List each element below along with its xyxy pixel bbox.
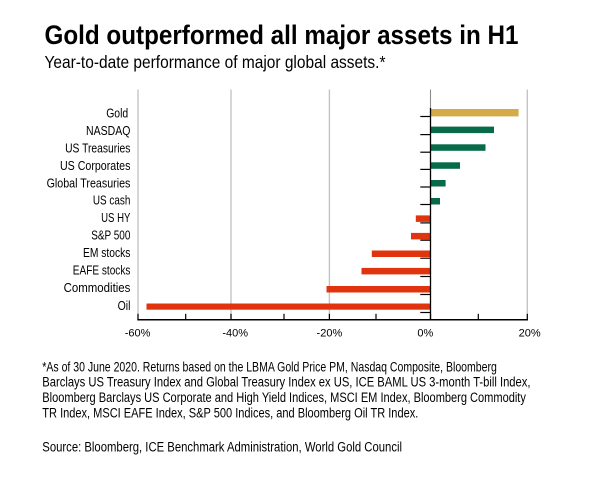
- svg-text:Oil: Oil: [118, 299, 131, 313]
- svg-text:US Corporates: US Corporates: [60, 159, 130, 173]
- svg-text:EAFE stocks: EAFE stocks: [73, 264, 131, 278]
- svg-text:-40%: -40%: [222, 327, 248, 339]
- svg-text:-60%: -60%: [125, 327, 151, 339]
- svg-text:EM stocks: EM stocks: [83, 246, 130, 260]
- svg-text:0%: 0%: [417, 327, 433, 339]
- svg-text:S&P 500: S&P 500: [91, 229, 130, 243]
- svg-text:Year-to-date performance of ma: Year-to-date performance of major global…: [45, 52, 386, 72]
- svg-text:TR Index, MSCI EAFE Index, S&P: TR Index, MSCI EAFE Index, S&P 500 Indic…: [42, 406, 418, 421]
- svg-text:Global Treasuries: Global Treasuries: [47, 177, 131, 191]
- svg-text:US cash: US cash: [93, 194, 131, 208]
- svg-text:NASDAQ: NASDAQ: [86, 124, 131, 138]
- svg-text:Commodities: Commodities: [64, 281, 131, 295]
- svg-text:Gold: Gold: [106, 106, 128, 120]
- svg-text:-20%: -20%: [317, 327, 343, 339]
- svg-text:US Treasuries: US Treasuries: [65, 142, 130, 156]
- svg-text:*As of 30 June 2020. Returns b: *As of 30 June 2020. Returns based on th…: [42, 359, 497, 374]
- svg-text:20%: 20%: [519, 327, 541, 339]
- svg-text:Source: Bloomberg, ICE Benchma: Source: Bloomberg, ICE Benchmark Adminis…: [42, 439, 402, 454]
- svg-text:Bloomberg Barclays US Corporat: Bloomberg Barclays US Corporate and High…: [42, 390, 526, 405]
- svg-text:US HY: US HY: [101, 211, 131, 225]
- svg-text:Barclays US Treasury Index and: Barclays US Treasury Index and Global Tr…: [42, 375, 530, 390]
- svg-text:Gold outperformed all major as: Gold outperformed all major assets in H1: [45, 20, 519, 50]
